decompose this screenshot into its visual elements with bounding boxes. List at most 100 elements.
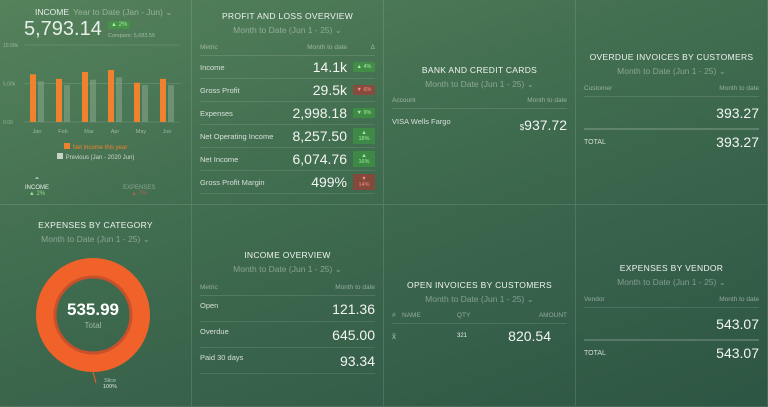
expenses-vendor-widget: EXPENSES BY VENDOR Month to Date (Jun 1 … — [576, 205, 768, 407]
bar-previous[interactable] — [38, 81, 44, 122]
metric-value: 645.00 — [332, 327, 375, 343]
col-customer: Customer — [584, 85, 613, 92]
change-badge: ▲ 18% — [353, 128, 375, 144]
metric-label: Open — [200, 301, 219, 310]
slice-name: Slice — [104, 378, 116, 384]
period-dropdown[interactable]: Month to Date (Jun 1 - 25) ⌄ — [425, 294, 534, 304]
bar-current[interactable] — [30, 74, 36, 122]
slice-pct: 100% — [103, 384, 118, 390]
slice-leader-line — [92, 371, 97, 384]
change-badge: ▲ 2% — [108, 21, 131, 29]
table-row: Open 121.36 — [200, 296, 375, 322]
income-overview-widget: INCOME OVERVIEW Month to Date (Jun 1 - 2… — [192, 205, 384, 407]
col-value: Month to date — [719, 296, 759, 303]
income-bar-chart: 0.00 5.00k 10.00k Jan Feb Mar Apr May Jun — [3, 43, 180, 135]
value: 937.72 — [524, 117, 567, 133]
metric-label: Paid 30 days — [200, 353, 244, 362]
table-header: Metric Month to date Δ — [200, 44, 375, 56]
period-dropdown[interactable]: Month to Date (Jun 1 - 25) ⌄ — [425, 79, 534, 89]
period-dropdown[interactable]: Month to Date (Jun 1 - 25) ⌄ — [233, 25, 342, 35]
col-qty: QTY — [457, 312, 471, 319]
bar-current[interactable] — [134, 82, 140, 122]
widget-title: EXPENSES BY CATEGORY — [38, 220, 153, 230]
period-label: Month to Date (Jun 1 - 25) — [425, 79, 525, 89]
total-label: TOTAL — [584, 349, 606, 357]
donut-chart — [36, 258, 150, 384]
period-dropdown[interactable]: Month to Date (Jun 1 - 25) ⌄ — [41, 234, 150, 244]
y-tick-label: 5.00k — [3, 82, 16, 88]
bar-current[interactable] — [108, 70, 114, 122]
bar-current[interactable] — [160, 78, 166, 122]
period-dropdown[interactable]: Month to Date (Jun 1 - 25) ⌄ — [617, 277, 726, 287]
chart-legend: Net income this year Previous (Jan - 202… — [0, 143, 191, 161]
change-badge: ▼ 6% — [353, 85, 375, 95]
x-tick-label: Jun — [163, 129, 172, 135]
col-value: Month to date — [527, 97, 567, 104]
tab-expenses[interactable]: EXPENSES ▲ 7% — [123, 185, 155, 197]
slice-label: Slice 100% — [103, 378, 117, 390]
period-label: Month to Date (Jun 1 - 25) — [617, 66, 717, 76]
expenses-category-widget: EXPENSES BY CATEGORY Month to Date (Jun … — [0, 205, 192, 407]
col-name: NAME — [402, 312, 421, 319]
y-tick-label: 10.00k — [3, 43, 19, 49]
total-label: TOTAL — [584, 138, 606, 146]
table-header: # NAME QTY AMOUNT — [392, 312, 567, 324]
bar-previous[interactable] — [142, 85, 148, 122]
bar-previous[interactable] — [90, 79, 96, 122]
value: 543.07 — [716, 315, 759, 332]
x-tick-label: May — [136, 129, 147, 135]
legend-current[interactable]: Net income this year — [0, 143, 191, 151]
donut-inner-shadow — [53, 275, 133, 355]
col-vendor: Vendor — [584, 296, 605, 303]
legend-label: Net income this year — [72, 145, 128, 151]
legend-previous[interactable]: Previous (Jan - 2020 Jun) — [0, 153, 191, 161]
x-tick-label: Apr — [111, 129, 120, 135]
total-row: TOTAL 543.07 — [584, 341, 759, 365]
table-header: Account Month to date — [392, 97, 567, 109]
account-name: VISA Wells Fargo — [392, 117, 451, 126]
metric-value: 499% — [311, 174, 347, 190]
bar-current[interactable] — [82, 71, 88, 122]
metric-label: Income — [200, 62, 225, 72]
qty: 321 — [457, 333, 468, 339]
metric-value: 93.34 — [339, 353, 375, 369]
bar-previous[interactable] — [64, 85, 70, 122]
period-dropdown[interactable]: Month to Date (Jun 1 - 25) ⌄ — [617, 66, 726, 76]
metric-value: 6,074.76 — [292, 151, 348, 167]
col-metric: Metric — [200, 284, 218, 291]
donut-slice[interactable] — [36, 258, 150, 372]
table-header: Metric Month to date — [200, 284, 375, 296]
period-label: Month to Date (Jun 1 - 25) — [425, 294, 525, 304]
overdue-invoices-widget: OVERDUE INVOICES BY CUSTOMERS Month to D… — [576, 0, 768, 205]
change-badge: ▲ 16% — [353, 151, 375, 167]
tab-income[interactable]: ⌃ INCOME ▲ 2% — [25, 176, 49, 197]
legend-label: Previous (Jan - 2020 Jun) — [65, 155, 135, 161]
income-value: 5,793.14 — [24, 18, 102, 40]
period-dropdown[interactable]: Year to Date (Jan - Jun) ⌄ — [73, 7, 173, 17]
bar-current[interactable] — [56, 78, 62, 122]
income-widget: INCOME Year to Date (Jan - Jun) ⌄ 5,793.… — [0, 0, 192, 205]
period-label: Month to Date (Jun 1 - 25) — [233, 25, 333, 35]
tab-change: ▲ 2% — [28, 191, 46, 197]
income-header: INCOME Year to Date (Jan - Jun) ⌄ — [35, 7, 172, 18]
period-label: Month to Date (Jun 1 - 25) — [233, 264, 333, 274]
metric-label: Expenses — [200, 108, 233, 118]
bar-previous[interactable] — [168, 85, 174, 122]
table-row: 543.07 — [584, 308, 759, 341]
col-metric: Metric — [200, 44, 218, 51]
change-badge: ▼ 14% — [353, 174, 375, 190]
bar-previous[interactable] — [116, 77, 122, 122]
metric-label: Overdue — [200, 327, 229, 336]
col-account: Account — [392, 97, 416, 104]
metric-value: 29.5k — [312, 82, 347, 98]
metric-value: 2,998.18 — [292, 105, 348, 121]
period-dropdown[interactable]: Month to Date (Jun 1 - 25) ⌄ — [233, 264, 342, 274]
table-header: Vendor Month to date — [584, 296, 759, 308]
col-value: Month to date — [335, 284, 375, 291]
widget-title: EXPENSES BY VENDOR — [619, 263, 724, 273]
table-row: VISA Wells Fargo $937.72 — [392, 109, 567, 135]
period-label: Month to Date (Jun 1 - 25) — [617, 277, 717, 287]
total-row: TOTAL 393.27 — [584, 130, 759, 154]
table-row: Net Operating Income 8,257.50 ▲ 18% — [200, 125, 375, 148]
metric-label: Net Income — [200, 154, 239, 164]
